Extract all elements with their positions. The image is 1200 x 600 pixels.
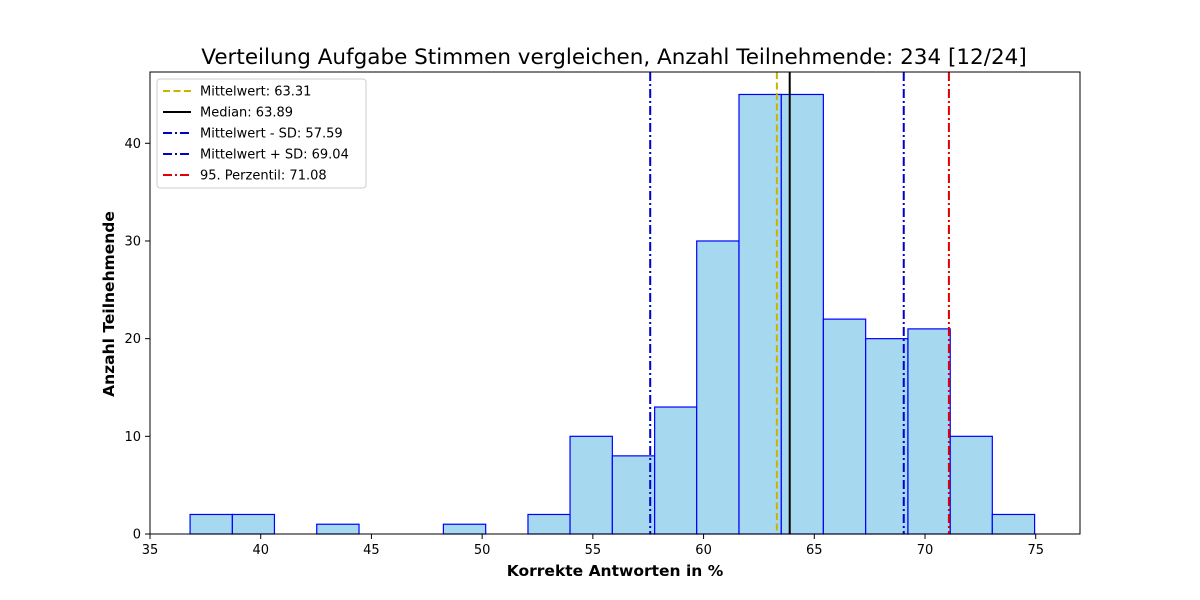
x-axis-label: Korrekte Antworten in % [507, 562, 724, 580]
x-tick-label: 35 [142, 543, 159, 558]
x-tick-label: 55 [585, 543, 602, 558]
legend-box [156, 78, 367, 189]
histogram-bar [442, 523, 487, 535]
histogram-bar [654, 406, 698, 535]
histogram-bar [231, 513, 276, 535]
legend-label: Mittelwert - SD: 57.59 [200, 127, 343, 142]
histogram-bar [569, 435, 613, 535]
x-tick-label: 60 [695, 543, 712, 558]
plot-area: 35 40 45 50 55 60 65 70 75 0 10 20 30 40 [124, 71, 1081, 558]
histogram-bar [780, 93, 824, 535]
histogram-bar [949, 435, 993, 535]
histogram-bar [611, 455, 656, 535]
x-tick-label: 70 [917, 543, 934, 558]
histogram-bar [189, 513, 233, 535]
histogram-bar [991, 513, 1036, 535]
y-tick-label: 20 [124, 332, 141, 347]
legend-label: Mittelwert: 63.31 [200, 85, 311, 100]
histogram-bar [822, 318, 867, 535]
x-tick-label: 50 [474, 543, 491, 558]
axes-frame [149, 71, 1081, 535]
histogram-bar [907, 328, 951, 535]
histogram-bar [738, 93, 782, 535]
legend: Mittelwert: 63.31 Median: 63.89 Mittelwert… [156, 78, 367, 189]
y-tick-label: 40 [124, 137, 141, 152]
x-tick-label: 40 [252, 543, 269, 558]
chart-title: Verteilung Aufgabe Stimmen vergleichen, … [201, 45, 1026, 70]
histogram-bar [696, 240, 740, 535]
x-tick-label: 65 [806, 543, 823, 558]
legend-label: Mittelwert + SD: 69.04 [200, 148, 349, 163]
x-tick-label: 75 [1027, 543, 1044, 558]
histogram-bar [527, 513, 571, 535]
y-tick-label: 30 [124, 234, 141, 249]
histogram-bar [316, 523, 360, 535]
histogram-bar [865, 338, 909, 535]
y-axis-label: Anzahl Teilnehmende [100, 211, 118, 397]
y-tick-label: 0 [133, 528, 141, 543]
legend-label: Median: 63.89 [200, 106, 293, 121]
x-tick-label: 45 [363, 543, 380, 558]
y-tick-label: 10 [124, 430, 141, 445]
legend-label: 95. Perzentil: 71.08 [200, 169, 327, 184]
